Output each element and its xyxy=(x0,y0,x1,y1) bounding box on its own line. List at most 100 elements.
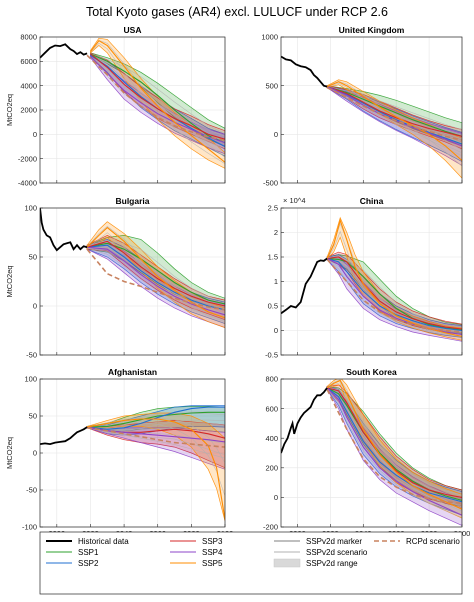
y-tick-label: 8000 xyxy=(20,33,37,42)
historical-line xyxy=(281,55,328,88)
scenario-line xyxy=(90,53,225,134)
plot-content xyxy=(281,379,462,526)
plot-content xyxy=(281,55,462,179)
legend-item-ssp3: SSP3 xyxy=(170,537,223,546)
rcpd-line xyxy=(86,54,225,142)
scenario-line xyxy=(90,55,225,141)
y-tick-label: 0 xyxy=(33,130,37,139)
series-ssp1 xyxy=(327,257,462,331)
series-ssp2 xyxy=(326,387,462,503)
panel-china: -0.5 0 0.5 1 1.5 2 2.5 China × 10^4 xyxy=(265,196,463,360)
scenario-line xyxy=(87,247,225,318)
y-tick-label: 50 xyxy=(29,412,37,421)
y-tick-label: -500 xyxy=(263,179,278,188)
scenario-line xyxy=(87,421,225,429)
panel-afghanistan: -100-50050100200020202040206020802100Afg… xyxy=(5,367,233,547)
rcpd-line xyxy=(86,427,225,448)
legend-label: SSP5 xyxy=(202,559,223,568)
series-ssp1 xyxy=(87,411,225,428)
y-tick-label: 1000 xyxy=(261,33,278,42)
scenario-line xyxy=(326,86,462,157)
y-tick-label: -200 xyxy=(263,523,278,532)
panel-title: USA xyxy=(124,25,142,35)
figure-title: Total Kyoto gases (AR4) excl. LULUCF und… xyxy=(86,5,388,19)
scenario-line xyxy=(327,387,462,496)
legend-box xyxy=(39,531,463,595)
legend-label: SSPv2d range xyxy=(306,559,358,568)
panel-title: United Kingdom xyxy=(339,25,405,35)
y-tick-label: 2000 xyxy=(20,106,37,115)
range-band-ssp3 xyxy=(326,251,462,335)
scenario-line xyxy=(90,40,225,158)
panel-united-kingdom: -500 0 500 1000 United Kingdom xyxy=(261,25,463,188)
scenario-line xyxy=(87,244,225,309)
axes-box xyxy=(39,207,226,356)
legend-label: SSPv2d marker xyxy=(306,537,362,546)
series-ssp5 xyxy=(326,379,462,510)
plot-content xyxy=(40,37,225,169)
legend-label: SSP3 xyxy=(202,537,223,546)
rcpd-line xyxy=(86,248,225,311)
historical-line xyxy=(281,387,328,454)
series-ssp4 xyxy=(326,387,462,516)
historical-line xyxy=(40,208,88,252)
series-ssp5 xyxy=(87,418,225,520)
rcpd-line xyxy=(326,258,462,333)
scenario-line xyxy=(326,379,462,502)
series-ssp4 xyxy=(90,56,225,144)
y-tick-label: -4000 xyxy=(18,179,37,188)
y-tick-label: 0 xyxy=(274,493,278,502)
series-ssp1 xyxy=(326,387,462,501)
y-tick-label: -2000 xyxy=(18,154,37,163)
legend-item-ssp2: SSP2 xyxy=(46,559,99,568)
legend-label: RCPd scenario xyxy=(406,537,460,546)
y-tick-label: -100 xyxy=(22,523,37,532)
legend-item-ssp1: SSP1 xyxy=(46,548,99,557)
legend-item-range: SSPv2d range xyxy=(273,558,358,568)
series-ssp5 xyxy=(326,81,462,162)
series-ssp2 xyxy=(87,406,225,430)
y-tick-label: 1.5 xyxy=(268,253,278,262)
y-tick-label: 0 xyxy=(33,302,37,311)
scenario-line xyxy=(327,82,462,167)
plot-content xyxy=(40,208,225,328)
panel-south-korea: -200020040060080020002020204020602080210… xyxy=(263,367,470,547)
rcpd-line xyxy=(326,86,462,141)
y-tick-label: -0.5 xyxy=(265,351,278,360)
scenario-line xyxy=(87,427,225,459)
rcpd-line xyxy=(326,389,462,505)
y-tick-label: 100 xyxy=(24,375,37,384)
scenario-line xyxy=(87,417,225,464)
legend-item-rcpd: RCPd scenario xyxy=(374,537,460,546)
panel-title: China xyxy=(360,196,384,206)
series-ssp2 xyxy=(326,257,462,332)
y-tick-label: 4000 xyxy=(20,81,37,90)
y-tick-label: 0 xyxy=(274,326,278,335)
legend-swatch xyxy=(273,558,301,568)
y-tick-label: 800 xyxy=(265,375,278,384)
y-tick-label: 1 xyxy=(274,277,278,286)
panels: -4000-200002000400060008000USAMtCO2eq-50… xyxy=(5,25,470,547)
y-tick-label: 600 xyxy=(265,404,278,413)
legend-label: SSP4 xyxy=(202,548,223,557)
y-tick-label: 0 xyxy=(33,449,37,458)
y-axis-label: MtCO2eq xyxy=(5,437,14,469)
plot-area xyxy=(40,208,225,355)
axes-box xyxy=(280,36,463,184)
range-band-ssp1 xyxy=(326,386,462,507)
scenario-line xyxy=(87,427,225,456)
series-ssp1 xyxy=(326,86,462,137)
series-ssp3 xyxy=(90,53,225,140)
scenario-line xyxy=(87,241,225,302)
historical-line xyxy=(40,43,88,59)
y-tick-label: 100 xyxy=(24,204,37,213)
legend-item-marker: SSPv2d marker xyxy=(274,537,362,546)
series-ssp5 xyxy=(90,39,225,163)
scenario-line xyxy=(87,413,225,428)
panel-bulgaria: -50 0 50 100 Bulgaria MtCO2eq xyxy=(5,196,226,360)
scenario-line xyxy=(326,388,462,518)
scenario-line xyxy=(326,258,462,338)
y-tick-label: 0.5 xyxy=(268,302,278,311)
legend-label: SSPv2d scenario xyxy=(306,548,368,557)
